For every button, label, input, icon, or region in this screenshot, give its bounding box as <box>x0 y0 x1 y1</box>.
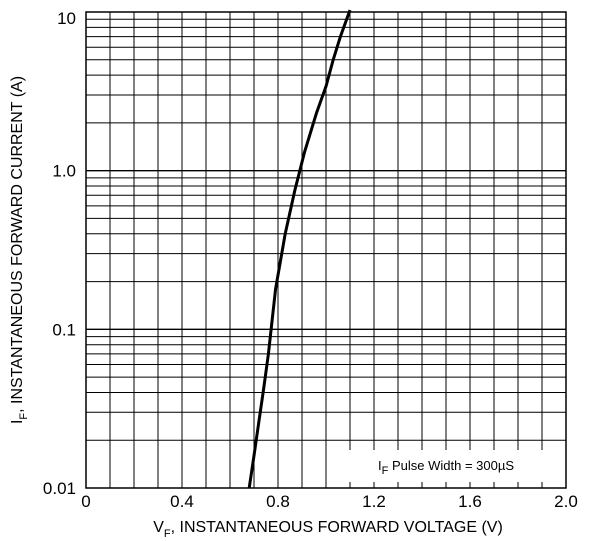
x-tick-label: 0.4 <box>170 492 194 511</box>
y-tick-label: 0.01 <box>43 479 76 498</box>
y-tick-label: 10 <box>57 9 76 28</box>
grid <box>86 12 566 488</box>
y-tick-label: 0.1 <box>52 320 76 339</box>
x-tick-label: 0 <box>81 492 90 511</box>
y-axis-label: IF, INSTANTANEOUS FORWARD CURRENT (A) <box>9 76 30 424</box>
x-axis-label: VF, INSTANTANEOUS FORWARD VOLTAGE (V) <box>153 519 503 540</box>
series-line-0 <box>247 9 352 489</box>
plot-frame <box>85 11 567 489</box>
pulse-width-annotation: IF Pulse Width = 300µS <box>378 458 514 477</box>
x-tick-label: 0.8 <box>266 492 290 511</box>
x-tick-label: 2.0 <box>554 492 578 511</box>
x-tick-label: 1.6 <box>458 492 482 511</box>
annotation-box: IF Pulse Width = 300µS <box>348 450 544 482</box>
y-tick-label: 1.0 <box>52 162 76 181</box>
x-tick-label: 1.2 <box>362 492 386 511</box>
tick-labels: 0 0.4 0.8 1.2 1.6 2.0 0.01 0.1 1.0 10 <box>43 9 578 511</box>
series-group <box>247 9 352 489</box>
